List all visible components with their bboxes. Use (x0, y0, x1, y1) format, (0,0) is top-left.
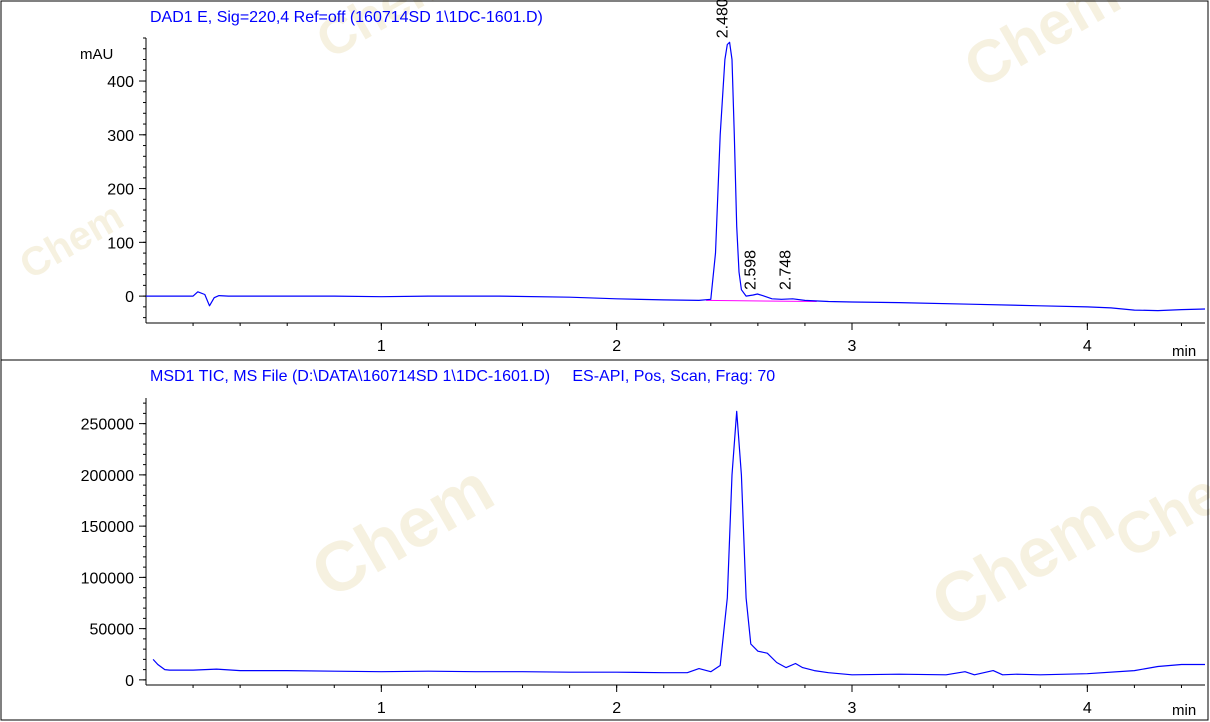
tic-chromatogram: MSD1 TIC, MS File (D:\DATA\160714SD 1\1D… (81, 368, 1205, 719)
dad-y-tick-label: 200 (107, 182, 134, 199)
tic-y-tick-label: 150000 (81, 519, 134, 536)
dad-tick-labels: 0 100 200 300 400 1 2 3 4 (107, 74, 1092, 355)
dad-y-tick-label: 100 (107, 235, 134, 252)
tic-x-tick-label: 1 (377, 700, 386, 717)
watermark-text: Chem (1104, 434, 1210, 571)
watermark-text: Chem (919, 478, 1126, 643)
dad-y-tick-label: 300 (107, 128, 134, 145)
dad-peak-label: 2.480 (715, 0, 732, 38)
tic-x-unit: min (1172, 702, 1196, 719)
tic-x-tick-label: 2 (612, 700, 621, 717)
dad-title: DAD1 E, Sig=220,4 Ref=off (160714SD 1\1D… (150, 9, 543, 26)
dad-y-unit: mAU (80, 46, 113, 63)
dad-signal-line (146, 41, 1206, 312)
dad-integration-baseline (706, 299, 817, 302)
dad-y-tick-label: 0 (125, 289, 134, 306)
dad-x-tick-label: 1 (377, 338, 386, 355)
tic-signal-line (152, 410, 1205, 676)
tic-y-tick-label: 200000 (81, 468, 134, 485)
dad-peak-label: 2.598 (742, 250, 759, 290)
dad-series (146, 41, 1206, 312)
dad-x-tick-label: 2 (612, 338, 621, 355)
tic-x-tick-label: 3 (848, 700, 857, 717)
dad-x-unit: min (1172, 343, 1196, 360)
watermark-text: Chem (299, 448, 506, 613)
tic-axes (139, 398, 1205, 692)
dad-axes (139, 37, 1205, 330)
dad-x-tick-label: 3 (848, 338, 857, 355)
bottom-panel-frame (0, 359, 1209, 721)
tic-y-tick-label: 0 (125, 673, 134, 690)
watermark-text: Chem (953, 0, 1131, 101)
tic-tick-labels: 0 50000 100000 150000 200000 250000 1 2 3 4 (81, 417, 1092, 717)
dad-x-tick-label: 4 (1083, 338, 1092, 355)
tic-title: MSD1 TIC, MS File (D:\DATA\160714SD 1\1D… (150, 368, 775, 385)
tic-x-tick-label: 4 (1083, 700, 1092, 717)
dad-y-tick-label: 400 (107, 74, 134, 91)
tic-y-tick-label: 250000 (81, 417, 134, 434)
tic-y-tick-label: 100000 (81, 570, 134, 587)
dad-peak-labels: 2.480 2.598 2.748 (715, 0, 795, 290)
dad-chromatogram: DAD1 E, Sig=220,4 Ref=off (160714SD 1\1D… (80, 0, 1206, 360)
dad-peak-label: 2.748 (778, 250, 795, 290)
tic-y-tick-label: 50000 (90, 622, 135, 639)
tic-series (152, 410, 1205, 676)
